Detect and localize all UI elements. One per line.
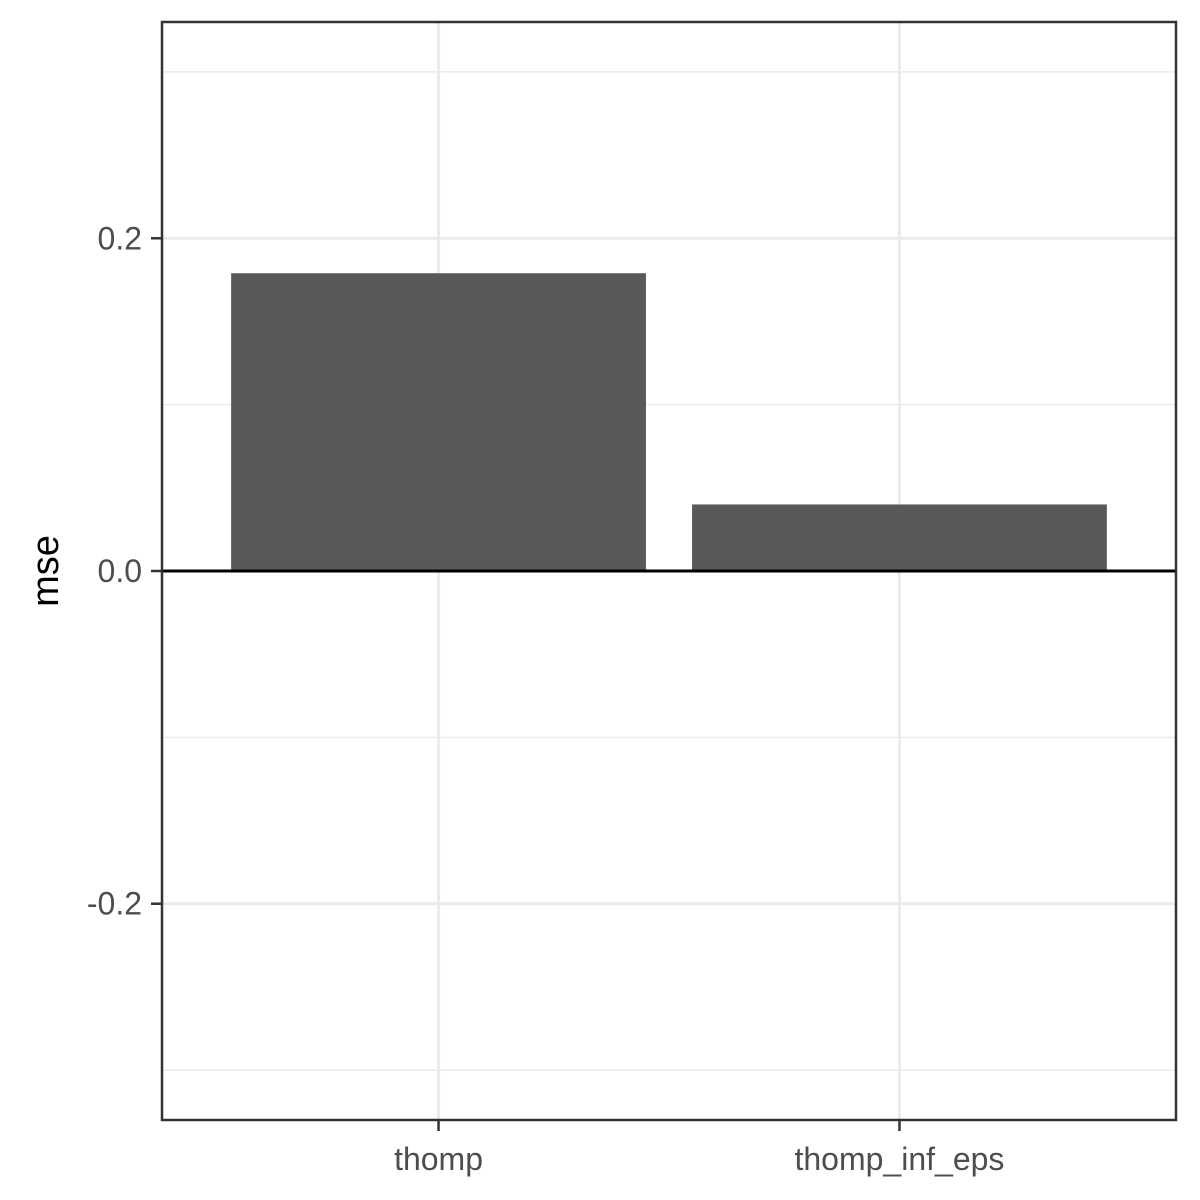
y-tick-label: -0.2 [87, 886, 142, 922]
y-tick-label: 0.2 [98, 220, 142, 256]
bar-series [231, 273, 1107, 571]
y-axis-title: mse [25, 535, 67, 607]
bar [692, 504, 1107, 571]
x-axis: thomp thomp_inf_eps [394, 1120, 1004, 1177]
x-tick-label: thomp_inf_eps [794, 1141, 1004, 1177]
bar [231, 273, 646, 571]
y-axis: -0.2 0.0 0.2 [87, 220, 162, 922]
x-tick-label: thomp [394, 1141, 483, 1177]
y-tick-label: 0.0 [98, 553, 142, 589]
